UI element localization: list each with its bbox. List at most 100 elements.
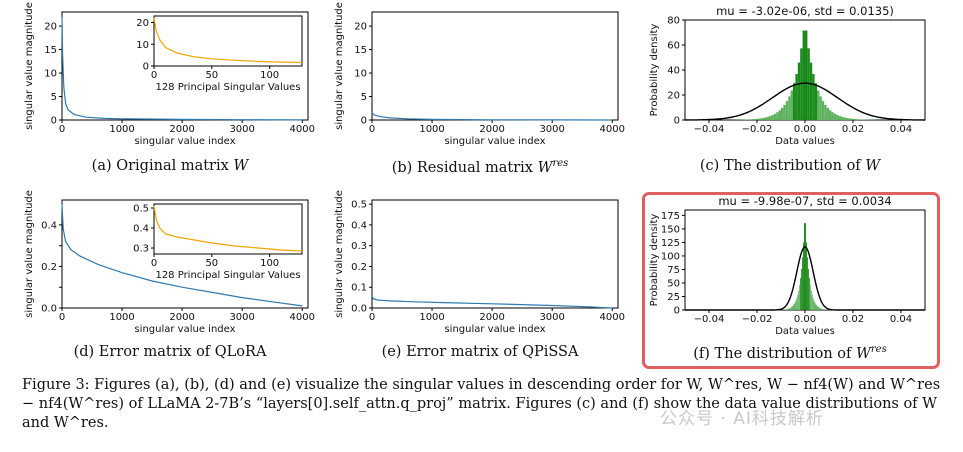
histogram-bar — [792, 305, 794, 310]
histogram-bar — [766, 116, 769, 120]
histogram-bar — [791, 306, 793, 310]
x-tick-label: 0 — [369, 124, 375, 135]
histogram-bar — [764, 117, 767, 120]
y-tick-label: 25 — [667, 292, 680, 303]
histogram-bar — [778, 110, 781, 120]
histogram-bar — [812, 298, 814, 310]
chart-c: −0.04 −0.02 0.00 0.02 0.04 0 20 40 60 80 Data valu… — [649, 4, 926, 147]
caption-c: (c) The distribution of W — [640, 158, 940, 174]
y-tick-label: 0 — [361, 116, 367, 127]
y-tick-label: 0 — [674, 116, 680, 127]
histogram-bar — [826, 107, 829, 120]
x-tick-label: 3000 — [539, 312, 564, 323]
histogram-bar — [786, 309, 788, 310]
x-tick-label: 0 — [151, 70, 157, 81]
x-tick-label: −0.02 — [742, 314, 773, 325]
y-tick-label: 20 — [354, 22, 367, 33]
histogram-bar — [795, 74, 798, 120]
x-tick-label: 0.00 — [794, 314, 816, 325]
x-tick-label: −0.04 — [694, 124, 725, 135]
x-tick-label: 3000 — [229, 124, 254, 135]
y-tick-label: 5 — [51, 92, 57, 103]
caption-f-text: (f) The distribution of — [693, 345, 856, 362]
panel-f: −0.04 −0.02 0.00 0.02 0.04 0 25 50 75 100 125 150 17… — [645, 192, 935, 340]
histogram-bar — [794, 302, 796, 310]
caption-f: (f) The distribution of Wres — [640, 344, 940, 362]
histogram-bar — [811, 294, 813, 310]
y-tick-label: 0.4 — [351, 220, 367, 231]
x-axis-label: singular value index — [444, 324, 545, 335]
histogram-bar — [857, 119, 861, 120]
caption-c-var: W — [865, 158, 881, 174]
singular-value-line — [61, 204, 303, 307]
histogram-bar — [813, 300, 815, 310]
histogram-bar — [836, 115, 839, 120]
x-tick-label: 0.02 — [842, 124, 864, 135]
panel-d: 0 1000 2000 3000 4000 0.0 0.2 0.4 singular value… — [20, 190, 316, 338]
x-tick-label: −0.02 — [742, 124, 773, 135]
histogram-bar — [796, 298, 798, 310]
histogram-bar — [822, 309, 824, 310]
x-tick-label: 0 — [59, 312, 65, 323]
histogram-bar — [757, 118, 760, 120]
chart-title: mu = -3.02e-06, std = 0.0135) — [716, 4, 894, 18]
histogram-bar — [855, 119, 858, 120]
panel-a: 0 1000 2000 3000 4000 0 5 10 15 20 singular value … — [20, 2, 316, 150]
histogram-bar — [821, 101, 825, 120]
histogram-bar — [761, 117, 765, 120]
y-axis-label: singular value magnitude — [24, 190, 35, 318]
histogram-bar — [773, 113, 777, 120]
histogram-bar — [812, 74, 815, 120]
histogram-bar — [807, 48, 810, 120]
inset-line — [153, 205, 303, 252]
x-axis-label: 128 Principal Singular Values — [155, 270, 300, 281]
x-axis-label: Data values — [775, 136, 835, 147]
histogram-bar — [801, 268, 803, 310]
histogram-bar — [860, 119, 863, 120]
histogram-bar — [771, 115, 774, 120]
chart-e: 0 1000 2000 3000 4000 0.0 0.1 0.2 0.3 0.4 0.5 singu… — [334, 190, 625, 335]
y-tick-label: 0.5 — [133, 204, 149, 215]
y-tick-label: 0.4 — [133, 224, 149, 235]
plot-frame — [153, 203, 303, 255]
histogram-bar — [759, 118, 762, 120]
histogram-bar — [810, 290, 812, 310]
caption-f-var: W — [855, 345, 871, 362]
histogram-bar — [850, 118, 853, 120]
histogram-bar — [818, 307, 820, 310]
y-tick-label: 20 — [44, 22, 57, 33]
histogram-bar — [747, 119, 750, 120]
histogram-bar — [783, 104, 786, 120]
histogram-bar — [787, 308, 789, 310]
histogram-bar — [823, 309, 825, 310]
y-tick-label: 10 — [44, 69, 57, 80]
histogram-bar — [799, 285, 801, 310]
x-tick-label: 100 — [260, 258, 279, 269]
inset-chart: 0 50 100 0.3 0.4 0.5 128 Principal Singular Va… — [133, 203, 303, 281]
y-axis-label: singular value magnitude — [334, 2, 345, 130]
y-tick-label: 150 — [661, 224, 680, 235]
x-tick-label: 1000 — [419, 312, 444, 323]
x-tick-label: 2000 — [479, 312, 504, 323]
x-axis-label: singular value index — [134, 136, 235, 147]
x-tick-label: 0 — [151, 258, 157, 269]
x-tick-label: 0.00 — [794, 124, 816, 135]
singular-value-line — [371, 112, 613, 121]
histogram-bar — [808, 278, 810, 310]
x-axis-label: singular value index — [444, 136, 545, 147]
histogram-bar — [788, 308, 790, 310]
x-tick-label: 1000 — [109, 312, 134, 323]
y-tick-label: 0.3 — [133, 244, 149, 255]
y-tick-label: 0.0 — [41, 304, 57, 315]
y-tick-label: 75 — [667, 265, 680, 276]
chart-f: −0.04 −0.02 0.00 0.02 0.04 0 25 50 75 100 125 150 17… — [649, 194, 926, 337]
histogram-bar — [797, 62, 801, 120]
y-tick-label: 175 — [661, 211, 680, 222]
histogram-bar — [793, 83, 796, 120]
histogram-bar — [800, 278, 802, 310]
caption-a: (a) Original matrix W — [20, 158, 320, 174]
highlight-box — [642, 192, 940, 369]
caption-e-text: (e) Error matrix of QPiSSA — [381, 344, 579, 360]
histogram-bar — [821, 308, 823, 310]
y-tick-label: 0.0 — [351, 304, 367, 315]
